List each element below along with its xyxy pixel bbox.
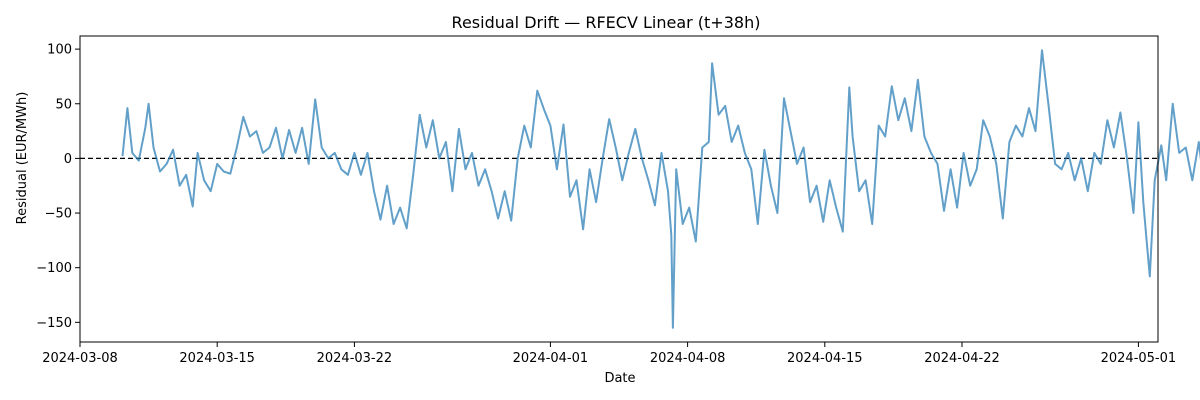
chart-title: Residual Drift — RFECV Linear (t+38h)	[452, 13, 761, 32]
y-axis-ticks: −150 −100 −50 0 50 100	[36, 43, 80, 331]
y-tick-label: 100	[47, 43, 72, 58]
y-tick-label: −100	[36, 261, 72, 276]
plot-area-frame	[79, 35, 1159, 343]
x-axis-label: Date	[604, 371, 635, 386]
y-tick-label: −50	[45, 207, 72, 222]
y-tick-label: 50	[55, 97, 72, 112]
x-tick-label: 2024-03-15	[179, 351, 255, 366]
x-tick-label: 2024-05-01	[1101, 351, 1177, 366]
y-tick-label: 0	[64, 152, 72, 167]
x-tick-label: 2024-03-08	[42, 351, 118, 366]
x-tick-label: 2024-04-22	[924, 351, 1000, 366]
x-axis-ticks: 2024-03-08 2024-03-15 2024-03-22 2024-04-01…	[42, 342, 1176, 366]
y-tick-label: −150	[36, 316, 72, 331]
x-tick-label: 2024-04-08	[650, 351, 726, 366]
residual-series-line	[121, 49, 1200, 329]
x-tick-label: 2024-04-01	[513, 351, 589, 366]
y-axis-label: Residual (EUR/MWh)	[15, 92, 30, 225]
x-tick-label: 2024-04-15	[787, 351, 863, 366]
x-tick-label: 2024-03-22	[317, 351, 393, 366]
